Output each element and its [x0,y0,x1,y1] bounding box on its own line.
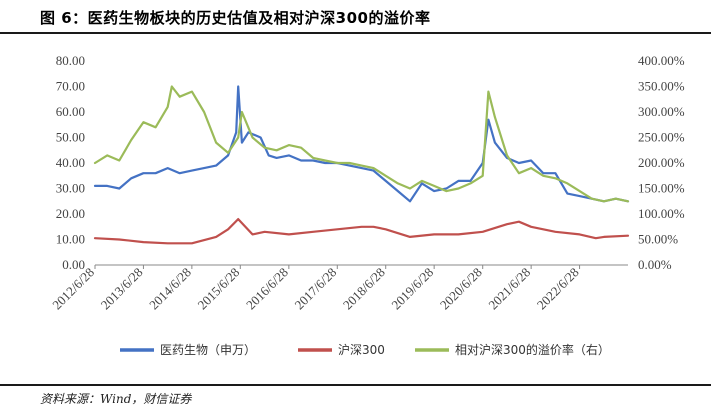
y-right-tick-label: 250.00% [638,130,685,145]
y-left-tick-label: 50.00 [56,130,85,145]
x-tick-label: 2016/6/28 [243,265,291,313]
y-left-tick-label: 60.00 [56,104,85,119]
x-tick-label: 2021/6/28 [485,265,533,313]
series-line-0 [93,85,630,203]
y-left-tick-label: 0.00 [62,257,85,272]
y-left-tick-label: 40.00 [56,155,85,170]
y-left-tick-label: 70.00 [56,79,85,94]
x-tick-label: 2015/6/28 [195,265,243,313]
y-left-tick-label: 10.00 [56,232,85,247]
x-tick-label: 2019/6/28 [388,265,436,313]
legend-label-0: 医药生物（申万） [160,343,256,357]
y-right-tick-label: 50.00% [638,232,678,247]
x-tick-label: 2022/6/28 [534,265,582,313]
y-right-tick-label: 150.00% [638,181,685,196]
y-right-tick-label: 200.00% [638,155,685,170]
x-tick-label: 2013/6/28 [98,265,146,313]
source-note: 资料来源：Wind，财信证券 [40,392,192,406]
y-right-tick-label: 0.00% [638,257,672,272]
chart-series [93,85,630,245]
y-left-tick-label: 30.00 [56,181,85,196]
page-title: 图 6：医药生物板块的历史估值及相对沪深300的溢价率 [40,9,431,27]
series-line-1 [93,218,630,245]
x-tick-label: 2017/6/28 [292,265,340,313]
legend-label-1: 沪深300 [338,343,385,357]
dual-axis-line-chart: 0.00 10.00 20.00 30.00 40.00 50.00 60.00 70.00 8… [49,53,685,357]
title-bar: 图 6：医药生物板块的历史估值及相对沪深300的溢价率 [0,0,711,34]
y-right-tick-label: 100.00% [638,206,685,221]
x-tick-label: 2014/6/28 [146,265,194,313]
y-left-tick-label: 20.00 [56,206,85,221]
chart-legend: 医药生物（申万） 沪深300 相对沪深300的溢价率（右） [120,342,610,357]
legend-label-2: 相对沪深300的溢价率（右） [455,342,610,357]
source-bar: 资料来源：Wind，财信证券 [0,384,711,410]
y-right-tick-label: 350.00% [638,79,685,94]
y-right-tick-label: 400.00% [638,53,685,68]
x-tick-label: 2020/6/28 [437,265,485,313]
y-left-tick-label: 80.00 [56,53,85,68]
series-line-2 [93,85,630,203]
y-right-tick-label: 300.00% [638,104,685,119]
x-tick-label: 2018/6/28 [340,265,388,313]
chart-axes: 0.00 10.00 20.00 30.00 40.00 50.00 60.00 70.00 8… [49,53,685,312]
